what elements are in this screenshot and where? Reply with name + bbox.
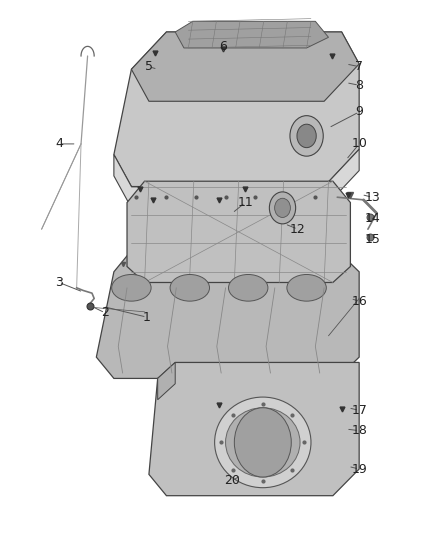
Text: 3: 3 bbox=[55, 276, 63, 289]
Circle shape bbox=[269, 192, 296, 224]
Text: 20: 20 bbox=[224, 474, 240, 487]
Text: 1: 1 bbox=[143, 311, 151, 324]
Text: 16: 16 bbox=[351, 295, 367, 308]
Ellipse shape bbox=[170, 274, 209, 301]
Circle shape bbox=[290, 116, 323, 156]
Ellipse shape bbox=[112, 274, 151, 301]
Ellipse shape bbox=[226, 408, 300, 477]
Text: 12: 12 bbox=[290, 223, 306, 236]
Text: 6: 6 bbox=[219, 41, 227, 53]
Text: 8: 8 bbox=[355, 79, 363, 92]
Polygon shape bbox=[158, 362, 175, 400]
Text: 2: 2 bbox=[101, 306, 109, 319]
Text: 10: 10 bbox=[351, 138, 367, 150]
Circle shape bbox=[297, 124, 316, 148]
Ellipse shape bbox=[215, 397, 311, 488]
Circle shape bbox=[275, 198, 290, 217]
Polygon shape bbox=[131, 32, 359, 101]
Text: 13: 13 bbox=[364, 191, 380, 204]
Text: 4: 4 bbox=[55, 138, 63, 150]
Text: 18: 18 bbox=[351, 424, 367, 437]
Polygon shape bbox=[127, 181, 350, 282]
Polygon shape bbox=[175, 21, 328, 48]
Polygon shape bbox=[96, 251, 359, 378]
Text: 17: 17 bbox=[351, 404, 367, 417]
Text: 5: 5 bbox=[145, 60, 153, 73]
Text: 7: 7 bbox=[355, 60, 363, 73]
Ellipse shape bbox=[229, 274, 268, 301]
Text: 15: 15 bbox=[364, 233, 380, 246]
Polygon shape bbox=[114, 32, 359, 187]
Polygon shape bbox=[114, 149, 359, 208]
Text: 19: 19 bbox=[351, 463, 367, 475]
Text: 11: 11 bbox=[237, 196, 253, 209]
Polygon shape bbox=[149, 362, 359, 496]
Text: 14: 14 bbox=[364, 212, 380, 225]
Text: 9: 9 bbox=[355, 106, 363, 118]
Ellipse shape bbox=[287, 274, 326, 301]
Circle shape bbox=[234, 408, 291, 477]
